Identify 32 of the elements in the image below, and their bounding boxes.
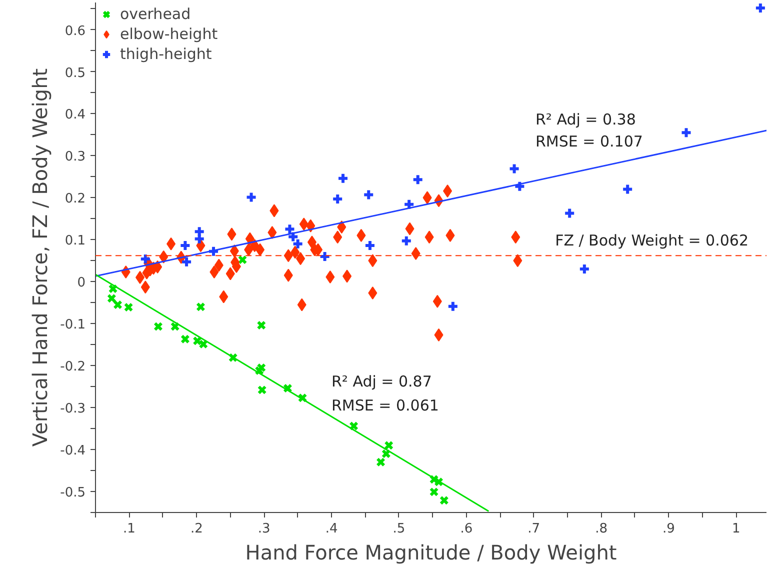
x-tick-label: .7 <box>528 522 540 536</box>
annotation: RMSE = 0.061 <box>332 396 439 414</box>
x-tick-label: .6 <box>460 522 473 536</box>
y-tick-label: 0.6 <box>64 24 86 39</box>
y-tick-label: 0.4 <box>64 108 86 123</box>
y-tick-label: 0.2 <box>64 192 86 207</box>
y-tick-label: -0.3 <box>60 402 86 417</box>
y-tick-label: 0.3 <box>64 150 86 165</box>
y-tick-label: 0.1 <box>64 234 86 249</box>
legend-label: thigh-height <box>120 45 212 63</box>
x-tick-label: .8 <box>595 522 608 536</box>
annotation: RMSE = 0.107 <box>536 132 643 150</box>
y-tick-label: 0 <box>77 276 86 291</box>
y-tick-label: -0.5 <box>60 486 86 501</box>
y-tick-label: -0.4 <box>60 444 86 459</box>
x-tick-label: 1 <box>732 522 740 536</box>
y-tick-label: -0.1 <box>60 318 86 333</box>
ref-line-label: FZ / Body Weight = 0.062 <box>555 232 749 250</box>
x-tick-label: .1 <box>123 522 136 536</box>
x-tick-label: .3 <box>258 522 270 536</box>
y-axis-title: Vertical Hand Force, FZ / Body Weight <box>28 68 52 447</box>
x-tick-label: .9 <box>662 522 675 536</box>
legend-label: overhead <box>120 5 191 23</box>
y-tick-label: -0.2 <box>60 360 86 375</box>
x-tick-label: .5 <box>392 522 406 536</box>
annotation: R² Adj = 0.38 <box>536 110 636 128</box>
x-tick-label: .2 <box>190 522 203 536</box>
annotation: R² Adj = 0.87 <box>332 372 432 390</box>
legend-label: elbow-height <box>120 25 218 43</box>
x-axis-title: Hand Force Magnitude / Body Weight <box>245 540 617 564</box>
x-tick-label: .4 <box>325 522 338 536</box>
y-tick-label: 0.5 <box>64 66 86 81</box>
